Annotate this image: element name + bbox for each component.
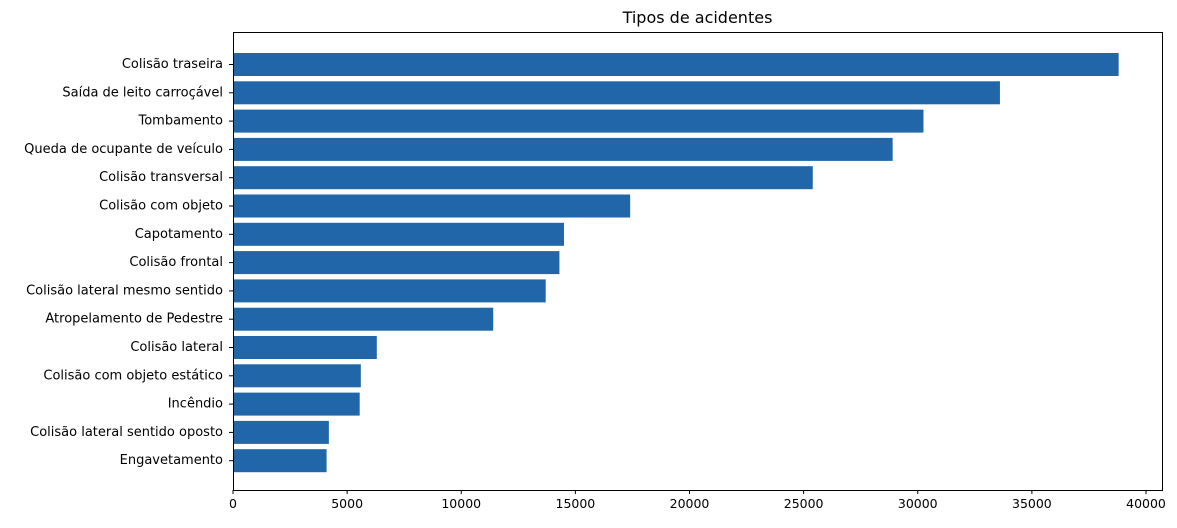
x-tick-label: 5000 xyxy=(331,496,363,511)
y-tick-label: Incêndio xyxy=(168,397,223,412)
y-tick-label: Colisão traseira xyxy=(122,57,223,72)
plot-frame xyxy=(233,32,1163,491)
x-tick-label: 35000 xyxy=(1012,496,1052,511)
x-tick-label: 25000 xyxy=(784,496,824,511)
y-tick-label: Colisão lateral xyxy=(130,340,223,355)
x-tick-label: 40000 xyxy=(1126,496,1166,511)
chart-title: Tipos de acidentes xyxy=(622,8,773,27)
y-tick-label: Colisão com objeto xyxy=(99,199,223,214)
bar xyxy=(233,166,813,190)
y-tick-label: Atropelamento de Pedestre xyxy=(45,312,223,327)
bar xyxy=(233,194,631,218)
x-tick-label: 0 xyxy=(229,496,237,511)
y-axis-ticks: Colisão traseira Saída de leito carroçáve… xyxy=(24,57,233,468)
y-tick-label: Queda de ocupante de veículo xyxy=(24,142,223,157)
x-axis-ticks: 0 5000 10000 15000 20000 25000 30000 35000 40000 xyxy=(229,490,1166,511)
bar xyxy=(233,364,361,388)
y-tick-label: Colisão lateral sentido oposto xyxy=(30,425,223,440)
x-tick-label: 15000 xyxy=(556,496,596,511)
y-tick-label: Colisão com objeto estático xyxy=(43,368,223,383)
y-tick-label: Colisão transversal xyxy=(99,170,223,185)
bar xyxy=(233,222,564,246)
bar xyxy=(233,449,327,473)
x-tick-label: 20000 xyxy=(670,496,710,511)
x-tick-label: 10000 xyxy=(441,496,481,511)
bar xyxy=(233,279,546,303)
y-tick-label: Colisão lateral mesmo sentido xyxy=(26,283,223,298)
bar xyxy=(233,336,377,359)
y-tick-label: Colisão frontal xyxy=(129,255,223,270)
y-tick-label: Saída de leito carroçável xyxy=(62,85,223,100)
bar xyxy=(233,53,1119,76)
bar xyxy=(233,109,924,133)
bar xyxy=(233,307,494,331)
bar xyxy=(233,392,360,416)
y-tick-label: Tombamento xyxy=(137,114,223,129)
y-tick-label: Engavetamento xyxy=(120,453,223,468)
y-tick-label: Capotamento xyxy=(135,227,223,242)
bars-group xyxy=(233,53,1119,473)
bar xyxy=(233,81,1000,105)
bar xyxy=(233,251,560,275)
bar xyxy=(233,137,893,161)
x-tick-label: 30000 xyxy=(898,496,938,511)
bar xyxy=(233,420,329,444)
